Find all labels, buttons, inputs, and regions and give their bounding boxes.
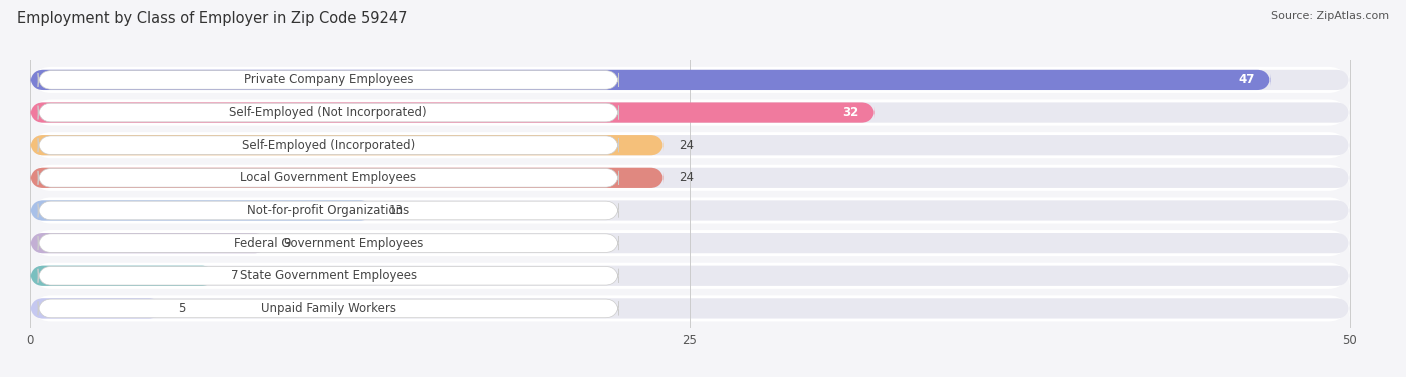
FancyBboxPatch shape bbox=[30, 67, 1350, 93]
FancyBboxPatch shape bbox=[30, 103, 875, 123]
Text: Self-Employed (Incorporated): Self-Employed (Incorporated) bbox=[242, 139, 415, 152]
Text: Not-for-profit Organizations: Not-for-profit Organizations bbox=[247, 204, 409, 217]
FancyBboxPatch shape bbox=[30, 200, 1350, 221]
Text: Local Government Employees: Local Government Employees bbox=[240, 171, 416, 184]
FancyBboxPatch shape bbox=[30, 200, 373, 221]
FancyBboxPatch shape bbox=[38, 299, 619, 318]
Text: State Government Employees: State Government Employees bbox=[239, 269, 416, 282]
Text: Private Company Employees: Private Company Employees bbox=[243, 74, 413, 86]
FancyBboxPatch shape bbox=[30, 100, 1350, 126]
Text: Unpaid Family Workers: Unpaid Family Workers bbox=[260, 302, 395, 315]
FancyBboxPatch shape bbox=[30, 233, 267, 253]
FancyBboxPatch shape bbox=[30, 132, 1350, 158]
FancyBboxPatch shape bbox=[30, 266, 215, 286]
FancyBboxPatch shape bbox=[38, 103, 619, 122]
Text: 24: 24 bbox=[679, 171, 695, 184]
FancyBboxPatch shape bbox=[30, 135, 1350, 155]
FancyBboxPatch shape bbox=[30, 298, 1350, 319]
Text: Source: ZipAtlas.com: Source: ZipAtlas.com bbox=[1271, 11, 1389, 21]
FancyBboxPatch shape bbox=[30, 230, 1350, 256]
FancyBboxPatch shape bbox=[38, 267, 619, 285]
FancyBboxPatch shape bbox=[38, 169, 619, 187]
FancyBboxPatch shape bbox=[38, 234, 619, 253]
FancyBboxPatch shape bbox=[30, 168, 1350, 188]
FancyBboxPatch shape bbox=[30, 233, 1350, 253]
FancyBboxPatch shape bbox=[30, 263, 1350, 289]
Text: 9: 9 bbox=[284, 237, 291, 250]
FancyBboxPatch shape bbox=[30, 103, 1350, 123]
FancyBboxPatch shape bbox=[30, 70, 1271, 90]
FancyBboxPatch shape bbox=[30, 70, 1350, 90]
Text: Employment by Class of Employer in Zip Code 59247: Employment by Class of Employer in Zip C… bbox=[17, 11, 408, 26]
FancyBboxPatch shape bbox=[30, 298, 162, 319]
Text: 32: 32 bbox=[842, 106, 859, 119]
FancyBboxPatch shape bbox=[38, 136, 619, 155]
FancyBboxPatch shape bbox=[30, 295, 1350, 322]
Text: 13: 13 bbox=[389, 204, 404, 217]
Text: Self-Employed (Not Incorporated): Self-Employed (Not Incorporated) bbox=[229, 106, 427, 119]
FancyBboxPatch shape bbox=[30, 165, 1350, 191]
Text: 24: 24 bbox=[679, 139, 695, 152]
FancyBboxPatch shape bbox=[30, 198, 1350, 224]
FancyBboxPatch shape bbox=[38, 201, 619, 220]
Text: 47: 47 bbox=[1239, 74, 1254, 86]
FancyBboxPatch shape bbox=[38, 70, 619, 89]
FancyBboxPatch shape bbox=[30, 168, 664, 188]
Text: 5: 5 bbox=[177, 302, 186, 315]
FancyBboxPatch shape bbox=[30, 135, 664, 155]
FancyBboxPatch shape bbox=[30, 266, 1350, 286]
Text: Federal Government Employees: Federal Government Employees bbox=[233, 237, 423, 250]
Text: 7: 7 bbox=[231, 269, 238, 282]
